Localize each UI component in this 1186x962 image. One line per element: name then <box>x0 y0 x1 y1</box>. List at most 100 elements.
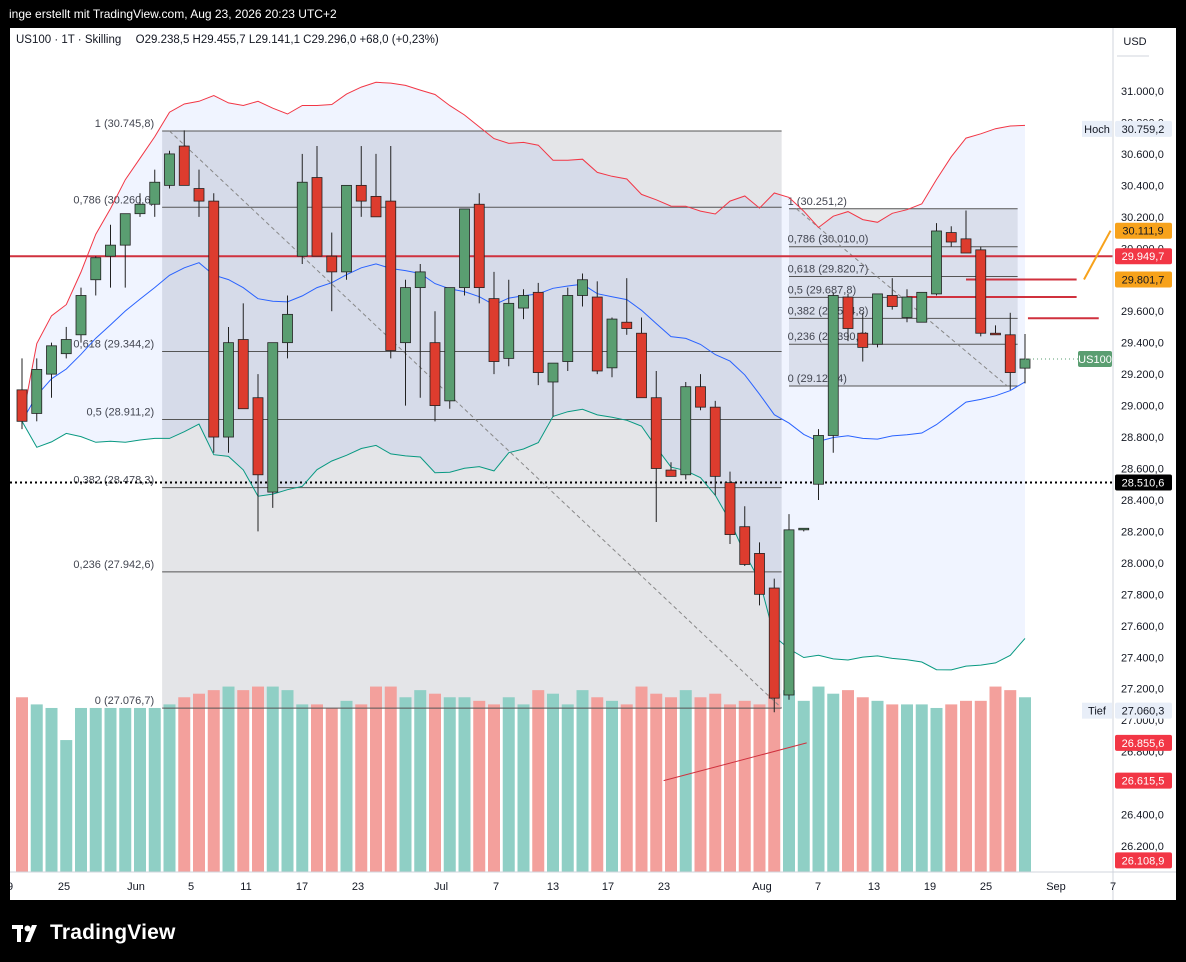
price-tag-value: 30.759,2 <box>1122 124 1165 136</box>
volume-bar <box>576 690 589 872</box>
price-tag-value: 26.855,6 <box>1122 738 1165 750</box>
volume-bar <box>532 690 545 872</box>
volume-bar <box>724 704 736 872</box>
bollinger-fill <box>22 82 1025 670</box>
volume-bar <box>591 697 604 872</box>
volume-bar <box>311 704 323 872</box>
candle-body <box>90 257 102 281</box>
price-tag-bg <box>1115 120 1172 137</box>
x-tick-label: 13 <box>547 881 559 893</box>
volume-bar <box>89 707 102 872</box>
candle-body <box>783 529 795 696</box>
volume-bar <box>134 707 146 872</box>
x-tick-label: 23 <box>352 881 364 893</box>
candle-body <box>400 287 411 344</box>
price-tag-value: 26.108,9 <box>1122 855 1165 867</box>
candle-body <box>680 386 692 476</box>
candle-body <box>798 527 810 531</box>
volume-bar <box>930 707 943 872</box>
volume-bar <box>222 686 235 872</box>
candle-body <box>341 184 352 273</box>
currency-label[interactable]: USD <box>1123 36 1147 48</box>
volume-bar <box>60 740 73 872</box>
y-tick-label: 29.400,0 <box>1121 338 1164 350</box>
bollinger-upper <box>21 81 1026 422</box>
candle-body <box>547 362 559 383</box>
price-tag-prefix: Hoch <box>1084 124 1110 136</box>
x-tick-label: 7 <box>1110 881 1116 893</box>
volume-bar <box>960 700 972 872</box>
x-tick-label: Jul <box>434 881 448 893</box>
candlestick-chart[interactable]: 1 (30.745,8) 0,786 (30.260,6) 0,618 (29.34… <box>10 28 1176 900</box>
candle-body <box>621 321 633 329</box>
volume-bar <box>606 700 618 872</box>
chart-frame[interactable]: 1 (30.745,8) 0,786 (30.260,6) 0,618 (29.34… <box>10 28 1176 900</box>
fib-label: 0,618 (29.820,7) <box>788 263 869 275</box>
price-tag-bg <box>1115 702 1172 719</box>
x-tick-label: 11 <box>240 881 251 893</box>
candle-body <box>75 295 87 336</box>
tradingview-logo-icon <box>12 922 42 944</box>
fib-label: 0,236 (27.942,6) <box>73 559 154 571</box>
candle-body <box>282 313 293 344</box>
volume-bar <box>75 707 87 872</box>
volume-bar <box>1019 697 1031 872</box>
candle-body <box>105 244 116 257</box>
x-tick-label: 17 <box>296 881 308 893</box>
y-tick-label: 27.400,0 <box>1121 652 1164 664</box>
y-tick-label: 31.000,0 <box>1121 86 1164 98</box>
candle-body <box>267 342 279 493</box>
candle-body <box>577 279 588 296</box>
y-tick-label: 30.200,0 <box>1121 212 1164 224</box>
y-tick-label: 28.400,0 <box>1121 495 1164 507</box>
y-tick-label: 30.400,0 <box>1121 180 1164 192</box>
candle-body <box>296 181 308 257</box>
candle-body <box>237 339 249 410</box>
bollinger-lower <box>21 408 1026 671</box>
x-tick-label: 7 <box>815 881 821 893</box>
symbol-line[interactable]: US100 · 1T · Skilling <box>16 34 122 46</box>
y-tick-label: 28.600,0 <box>1121 464 1164 476</box>
candle-body <box>149 181 161 205</box>
candle-body <box>872 293 883 345</box>
volume-bar <box>370 686 382 872</box>
header-credit: inge erstellt mit TradingView.com, Aug 2… <box>9 7 337 21</box>
candle-body <box>827 295 839 436</box>
volume-bar <box>945 704 958 872</box>
candle-body <box>916 291 928 323</box>
volume-bar <box>753 704 766 872</box>
price-tag-value: 29.801,7 <box>1122 274 1165 286</box>
candle-body <box>252 397 264 476</box>
volume-bar <box>620 704 633 872</box>
price-tag-prefix-bg <box>1082 120 1112 137</box>
x-tick-label: 9 <box>10 881 13 893</box>
candle-body <box>1019 358 1031 369</box>
candle-body <box>370 195 382 218</box>
x-tick-label: Aug <box>752 881 772 893</box>
volume-bar <box>709 693 722 872</box>
candle-body <box>591 296 603 372</box>
x-tick-label: Sep <box>1046 881 1066 893</box>
volume-bar <box>193 693 205 872</box>
price-tag-bg <box>1115 222 1172 239</box>
y-tick-label: 28.000,0 <box>1121 558 1164 570</box>
price-tag-bg <box>1115 734 1172 751</box>
y-tick-label: 30.600,0 <box>1121 149 1164 161</box>
volume-bar <box>178 697 191 872</box>
fib-label: 0 (27.076,7) <box>95 695 154 707</box>
y-tick-label: 27.600,0 <box>1121 621 1164 633</box>
volume-bar <box>502 697 515 872</box>
x-tick-label: 23 <box>658 881 670 893</box>
candle-body <box>990 332 1001 336</box>
volume-bar <box>694 697 707 872</box>
fib-trendline <box>796 208 1008 387</box>
fib-label: 1 (30.745,8) <box>95 118 154 130</box>
candle-body <box>768 587 780 699</box>
volume-bar <box>119 707 132 872</box>
candle-body <box>650 397 662 469</box>
candle-body <box>562 295 574 362</box>
y-tick-label: 29.200,0 <box>1121 369 1164 381</box>
candle-body <box>414 271 426 289</box>
candle-body <box>119 213 131 246</box>
price-tag-bg <box>1115 271 1172 288</box>
